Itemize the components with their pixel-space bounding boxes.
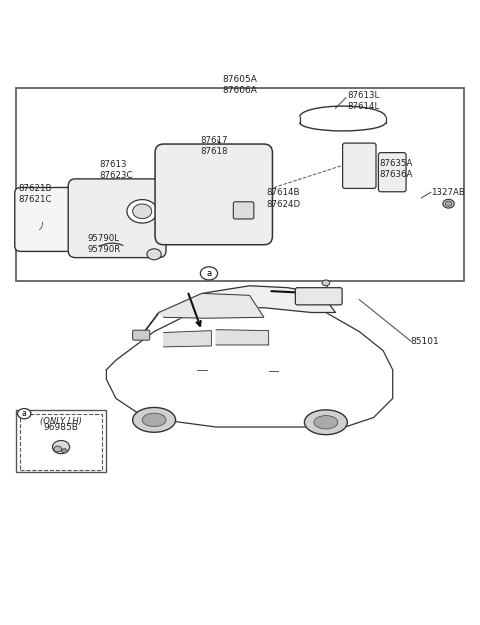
Ellipse shape bbox=[142, 413, 166, 426]
Ellipse shape bbox=[61, 449, 67, 453]
FancyBboxPatch shape bbox=[15, 188, 91, 251]
Text: 85101: 85101 bbox=[411, 338, 440, 346]
FancyBboxPatch shape bbox=[343, 143, 376, 188]
Ellipse shape bbox=[443, 199, 454, 208]
Text: 96985B: 96985B bbox=[44, 423, 78, 432]
Ellipse shape bbox=[322, 280, 330, 286]
Ellipse shape bbox=[132, 408, 176, 432]
Text: 87635A
87636A: 87635A 87636A bbox=[380, 159, 413, 179]
Polygon shape bbox=[144, 286, 336, 332]
FancyBboxPatch shape bbox=[68, 179, 166, 258]
FancyBboxPatch shape bbox=[132, 330, 150, 340]
Ellipse shape bbox=[54, 446, 61, 452]
FancyBboxPatch shape bbox=[233, 202, 254, 219]
Text: 87621B
87621C: 87621B 87621C bbox=[18, 184, 51, 204]
FancyBboxPatch shape bbox=[155, 144, 273, 245]
Text: a: a bbox=[206, 269, 212, 278]
Text: a: a bbox=[22, 409, 27, 418]
Ellipse shape bbox=[132, 204, 152, 219]
Ellipse shape bbox=[304, 410, 348, 434]
Ellipse shape bbox=[52, 441, 70, 454]
Text: 87614B
87624D: 87614B 87624D bbox=[266, 188, 300, 209]
Polygon shape bbox=[164, 331, 211, 347]
Ellipse shape bbox=[314, 416, 338, 429]
Ellipse shape bbox=[18, 409, 31, 419]
Text: 1327AB: 1327AB bbox=[431, 188, 465, 198]
FancyBboxPatch shape bbox=[378, 152, 406, 192]
Text: (ONLY LH): (ONLY LH) bbox=[40, 416, 82, 426]
Polygon shape bbox=[216, 329, 269, 345]
Ellipse shape bbox=[147, 249, 161, 260]
Ellipse shape bbox=[445, 201, 452, 206]
Text: 95790L
95790R: 95790L 95790R bbox=[87, 234, 120, 254]
Polygon shape bbox=[159, 293, 264, 318]
Text: 87617
87618: 87617 87618 bbox=[201, 136, 228, 156]
Text: 87613L
87614L: 87613L 87614L bbox=[348, 91, 380, 111]
Ellipse shape bbox=[127, 199, 157, 223]
Ellipse shape bbox=[200, 267, 217, 280]
FancyBboxPatch shape bbox=[295, 288, 342, 305]
Text: 87605A
87606A: 87605A 87606A bbox=[223, 75, 257, 95]
Text: 87613
87623C: 87613 87623C bbox=[99, 160, 132, 180]
